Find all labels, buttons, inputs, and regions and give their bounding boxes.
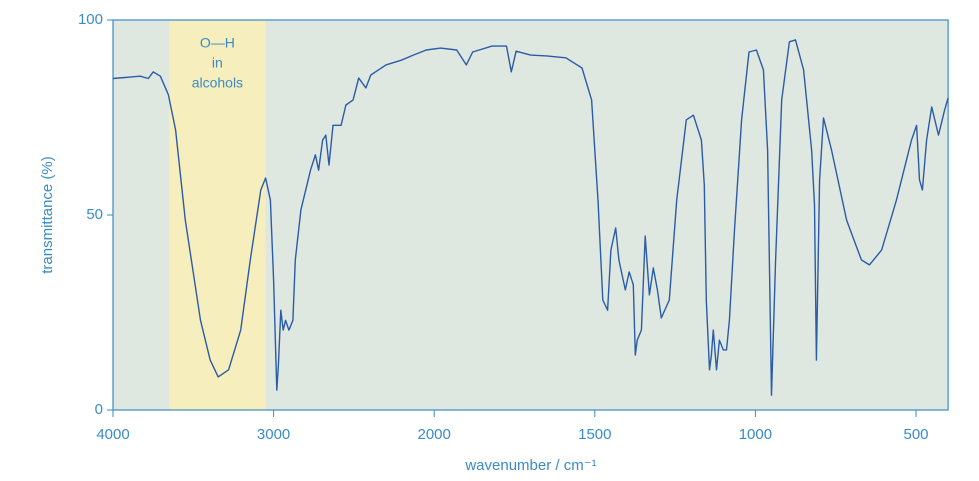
annotation-text: O—H — [200, 35, 235, 51]
spectrum-line — [112, 39, 949, 396]
x-tick-label: 1500 — [578, 426, 611, 443]
x-tick-label: 1000 — [739, 426, 772, 443]
x-tick-label: 500 — [903, 426, 928, 443]
annotation-text: alcohols — [192, 75, 243, 91]
y-axis-label: transmittance (%) — [39, 156, 56, 274]
x-tick-label: 3000 — [257, 426, 290, 443]
annotation-text: in — [212, 55, 223, 71]
y-tick-label: 100 — [78, 11, 103, 28]
x-axis-label: wavenumber / cm⁻¹ — [464, 457, 596, 474]
y-tick-label: 50 — [86, 206, 103, 223]
x-tick-label: 2000 — [418, 426, 451, 443]
x-tick-label: 4000 — [96, 426, 129, 443]
y-tick-label: 0 — [95, 401, 103, 418]
